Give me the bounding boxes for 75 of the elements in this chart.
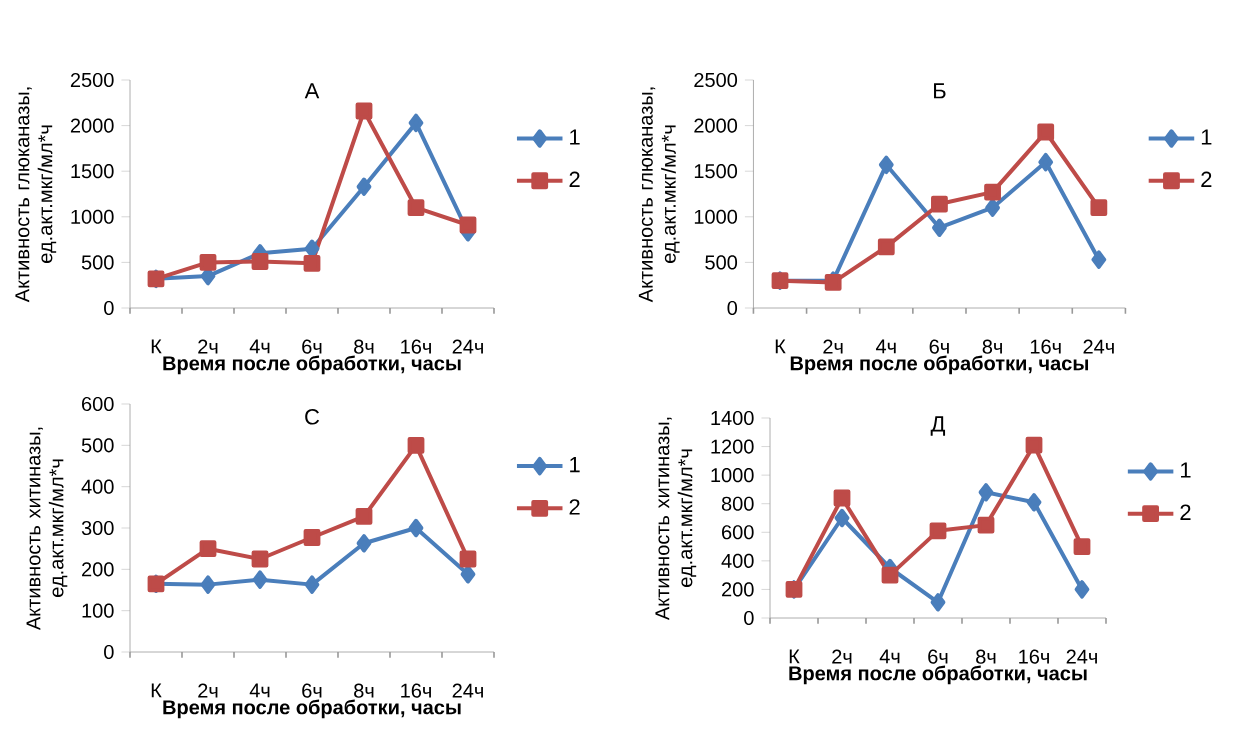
x-tick-label: 24ч bbox=[452, 339, 483, 354]
legend-label: 1 bbox=[1201, 129, 1212, 145]
y-tick-label: 500 bbox=[705, 255, 738, 270]
y-tick-label: 1500 bbox=[694, 164, 738, 179]
x-tick-label: 8ч bbox=[354, 339, 374, 354]
y-tick-label: 1400 bbox=[711, 410, 754, 426]
y-tick-label: 2500 bbox=[694, 72, 738, 88]
x-tick-label: К bbox=[789, 649, 800, 664]
legend-label: 2 bbox=[569, 499, 580, 515]
x-tick-label: 8ч bbox=[354, 683, 374, 698]
y-tick-label: 1500 bbox=[71, 164, 114, 179]
x-tick-label: 2ч bbox=[198, 683, 218, 698]
legend-label: 1 bbox=[1181, 462, 1191, 478]
y-tick-label: 600 bbox=[722, 525, 754, 540]
chart-title: Д bbox=[930, 416, 946, 436]
legend-label: 2 bbox=[1180, 504, 1191, 520]
x-tick-label: 4ч bbox=[875, 339, 896, 354]
x-tick-label: 6ч bbox=[302, 683, 322, 698]
y-axis-title: Активность глюканазы, ед.акт.мкг/мл*ч bbox=[15, 87, 57, 303]
x-axis-title: Время после обработки, часы bbox=[789, 665, 1087, 685]
x-tick-label: 2ч bbox=[832, 649, 852, 664]
x-tick-label: 2ч bbox=[198, 339, 218, 354]
x-tick-label: 4ч bbox=[879, 649, 900, 664]
x-tick-label: К bbox=[775, 339, 786, 354]
y-tick-label: 500 bbox=[81, 438, 114, 453]
x-axis-title: Время после обработки, часы bbox=[163, 699, 461, 719]
y-axis-title: Активность хитиназы, ед.акт.мкг/мл*ч bbox=[655, 417, 697, 621]
y-tick-label: 0 bbox=[727, 300, 738, 316]
x-tick-label: 24ч bbox=[1066, 649, 1097, 664]
chart-title: А bbox=[304, 83, 320, 99]
y-tick-label: 1200 bbox=[711, 439, 754, 454]
x-tick-label: К bbox=[151, 683, 162, 698]
y-tick-label: 1000 bbox=[71, 209, 114, 224]
y-tick-label: 400 bbox=[81, 479, 114, 494]
x-tick-label: 16ч bbox=[1019, 649, 1049, 664]
x-tick-label: 6ч bbox=[928, 649, 948, 664]
y-tick-label: 2000 bbox=[694, 118, 738, 133]
y-tick-label: 200 bbox=[82, 562, 114, 577]
y-tick-label: 1000 bbox=[711, 468, 754, 483]
y-tick-label: 0 bbox=[744, 610, 754, 626]
x-tick-label: 8ч bbox=[982, 339, 1002, 354]
x-tick-label: 24ч bbox=[1083, 339, 1114, 354]
x-tick-label: 16ч bbox=[1030, 339, 1061, 354]
legend-label: 1 bbox=[570, 129, 580, 145]
y-tick-label: 2000 bbox=[70, 118, 114, 133]
y-tick-label: 0 bbox=[104, 300, 114, 316]
y-tick-label: 800 bbox=[721, 496, 754, 511]
y-tick-label: 300 bbox=[81, 520, 114, 536]
y-axis-title: Активность глюканазы, ед.акт.мкг/мл*ч bbox=[638, 87, 680, 303]
x-axis-title: Время после обработки, часы bbox=[163, 355, 461, 375]
x-tick-label: 4ч bbox=[249, 683, 270, 698]
x-axis-title: Время после обработки, часы bbox=[790, 355, 1089, 375]
y-tick-label: 500 bbox=[81, 255, 114, 270]
chart-title: С bbox=[305, 409, 320, 425]
legend-label: 1 bbox=[570, 457, 580, 473]
x-tick-label: 4ч bbox=[249, 339, 270, 354]
x-tick-label: 2ч bbox=[823, 339, 843, 354]
y-tick-label: 0 bbox=[104, 644, 114, 660]
x-tick-label: 8ч bbox=[976, 649, 996, 664]
y-tick-label: 1000 bbox=[694, 209, 738, 224]
y-tick-label: 100 bbox=[82, 603, 114, 618]
y-tick-label: 2500 bbox=[70, 72, 114, 88]
x-tick-label: 6ч bbox=[302, 339, 322, 354]
x-tick-label: 16ч bbox=[401, 339, 431, 354]
x-tick-label: К bbox=[151, 339, 162, 354]
legend-label: 2 bbox=[1201, 171, 1212, 187]
x-tick-label: 6ч bbox=[929, 339, 949, 354]
y-tick-label: 600 bbox=[82, 396, 114, 412]
y-tick-label: 400 bbox=[721, 553, 754, 568]
x-tick-label: 24ч bbox=[452, 683, 483, 698]
y-axis-title: Активность хитиназы, ед.акт.мкг/мл*ч bbox=[26, 427, 68, 631]
x-tick-label: 16ч bbox=[401, 683, 431, 698]
legend-label: 2 bbox=[569, 171, 580, 187]
chart-title: Б bbox=[934, 83, 946, 99]
y-tick-label: 200 bbox=[722, 582, 754, 597]
